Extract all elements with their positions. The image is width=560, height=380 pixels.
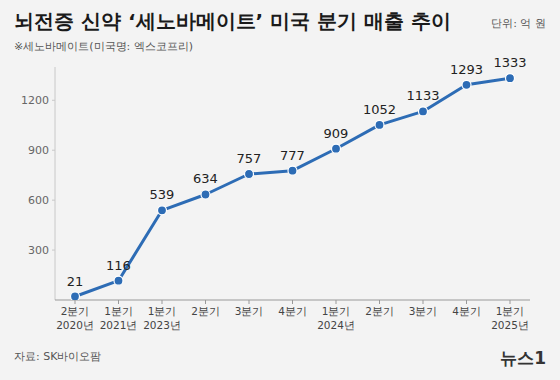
x-tick xyxy=(249,300,250,304)
marker xyxy=(375,120,384,129)
x-tick-label-line: 3분기 xyxy=(235,305,264,317)
marker xyxy=(71,292,80,300)
x-tick-label-line: 4분기 xyxy=(452,305,481,317)
y-tick xyxy=(52,250,55,251)
x-tick xyxy=(292,300,293,304)
marker xyxy=(419,107,428,116)
x-tick-label-line: 1분기 xyxy=(104,305,133,317)
data-label: 21 xyxy=(67,274,84,289)
x-tick-label-line: 2분기 xyxy=(365,305,394,317)
subtitle: ※세노바메이트(미국명: 엑스코프리) xyxy=(14,40,193,53)
x-tick-label-line: 2023년 xyxy=(143,319,181,331)
data-label: 777 xyxy=(280,148,305,163)
x-tick-label-line: 2021년 xyxy=(100,319,138,331)
x-tick-label: 1분기 2025년 xyxy=(491,305,529,331)
chart: 뇌전증 신약 ‘세노바메이트’ 미국 분기 매출 추이 ※세노바메이트(미국명: … xyxy=(0,0,560,380)
data-label: 1052 xyxy=(363,102,396,117)
x-tick-label-line: 1분기 xyxy=(148,305,177,317)
y-tick-label: 600 xyxy=(28,194,49,207)
marker xyxy=(158,206,167,215)
y-tick-label: 300 xyxy=(28,244,49,257)
data-label: 757 xyxy=(237,151,262,166)
x-tick-label: 2분기 xyxy=(365,305,394,317)
x-tick-label: 2분기 2020년 xyxy=(56,305,94,331)
x-tick xyxy=(379,300,380,304)
x-tick xyxy=(423,300,424,304)
data-label: 1293 xyxy=(450,62,483,77)
annotation: 단위: 억 원 xyxy=(491,17,546,30)
x-tick xyxy=(510,300,511,304)
x-tick-label-line: 2025년 xyxy=(491,319,529,331)
background xyxy=(0,0,560,380)
x-tick-label: 4분기 xyxy=(278,305,307,317)
data-label: 1333 xyxy=(493,55,526,70)
marker xyxy=(114,276,123,285)
y-tick xyxy=(52,150,55,151)
marker xyxy=(288,166,297,175)
x-tick xyxy=(466,300,467,304)
data-label: 116 xyxy=(106,258,131,273)
x-tick xyxy=(118,300,119,304)
x-tick xyxy=(336,300,337,304)
x-tick-label-line: 2분기 xyxy=(191,305,220,317)
annotation: 자료: SK바이오팜 xyxy=(14,350,101,363)
marker xyxy=(462,80,471,89)
x-tick-label-line: 1분기 xyxy=(496,305,525,317)
x-tick xyxy=(75,300,76,304)
x-tick-label-line: 3분기 xyxy=(409,305,438,317)
x-tick-label: 3분기 xyxy=(409,305,438,317)
marker xyxy=(506,74,515,83)
data-label: 539 xyxy=(150,187,175,202)
marker xyxy=(245,170,254,179)
data-label: 634 xyxy=(193,171,218,186)
y-tick xyxy=(52,100,55,101)
y-tick-label: 1200 xyxy=(21,94,49,107)
x-tick-label-line: 4분기 xyxy=(278,305,307,317)
title: 뇌전증 신약 ‘세노바메이트’ 미국 분기 매출 추이 xyxy=(14,9,451,33)
x-tick-label-line: 2024년 xyxy=(317,319,355,331)
y-axis xyxy=(55,67,56,300)
x-tick-label: 4분기 xyxy=(452,305,481,317)
x-tick xyxy=(162,300,163,304)
marker xyxy=(332,144,341,153)
data-label: 1133 xyxy=(406,88,439,103)
plot-area xyxy=(71,74,515,300)
x-tick-label-line: 2020년 xyxy=(56,319,94,331)
x-tick-label: 2분기 xyxy=(191,305,220,317)
x-tick-label: 1분기 2021년 xyxy=(100,305,138,331)
x-tick xyxy=(205,300,206,304)
line xyxy=(75,78,510,296)
x-tick-label-line: 1분기 xyxy=(322,305,351,317)
x-tick-label-line: 2분기 xyxy=(61,305,90,317)
x-tick-label: 3분기 xyxy=(235,305,264,317)
x-tick-label: 1분기 2023년 xyxy=(143,305,181,331)
data-label: 909 xyxy=(324,126,349,141)
annotation: 뉴스1 xyxy=(500,348,546,368)
x-tick-label: 1분기 2024년 xyxy=(317,305,355,331)
y-tick xyxy=(52,200,55,201)
y-tick-label: 900 xyxy=(28,144,49,157)
marker xyxy=(201,190,210,199)
